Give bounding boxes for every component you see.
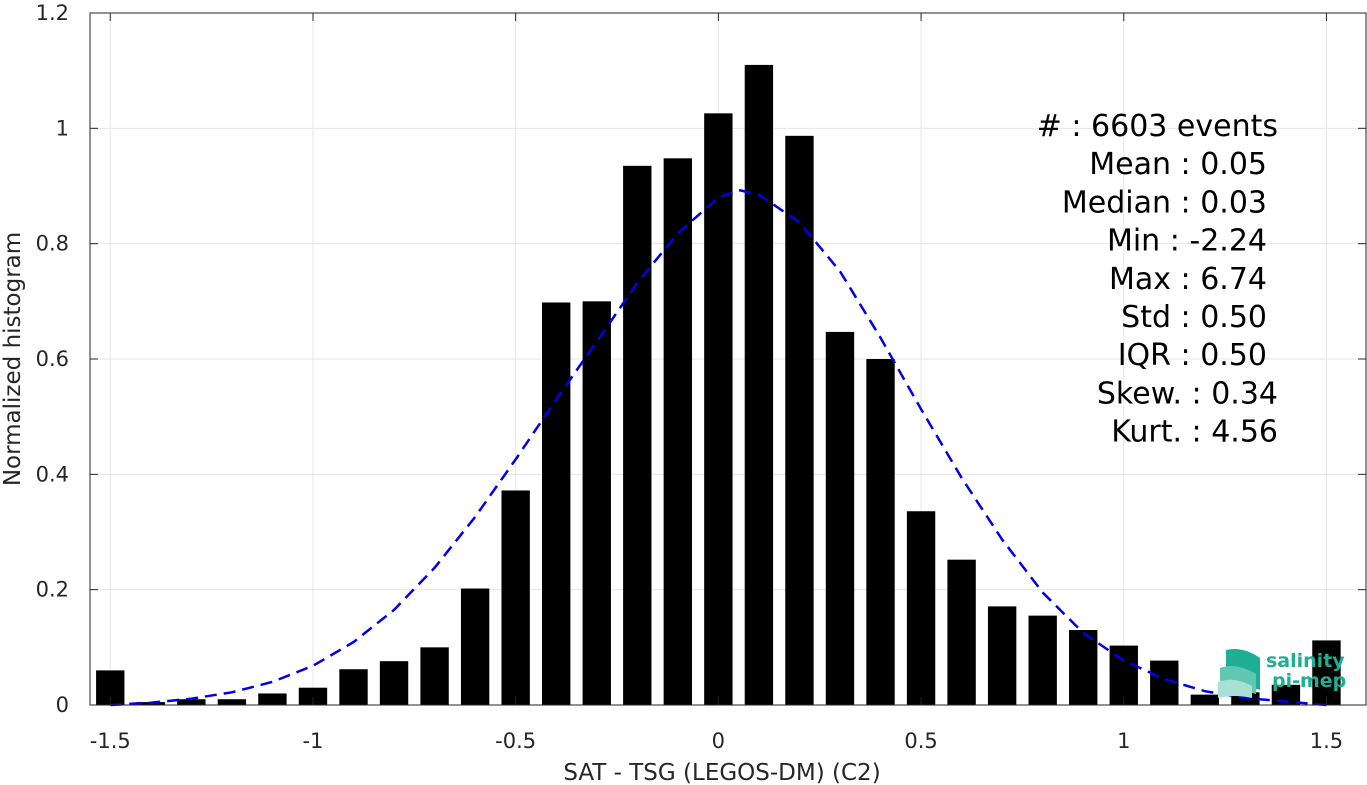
y-tick-label-1: 0.2 [36, 578, 69, 602]
bar-12 [582, 301, 611, 705]
x-tick-label-3: 0 [712, 729, 725, 753]
bar-24 [1069, 630, 1098, 705]
bar-3 [217, 699, 247, 705]
wave-logo-icon [1218, 649, 1260, 698]
bar-25 [1109, 645, 1138, 705]
stat-line-3: Min : -2.24 [1107, 224, 1267, 259]
x-tick-label-0: -1.5 [90, 729, 131, 753]
stat-line-2: Median : 0.03 [1062, 185, 1267, 220]
salinity-pi-mep-logo: salinity pi-mep [1218, 649, 1346, 698]
bar-5 [298, 687, 328, 705]
bar-30 [1312, 640, 1341, 705]
bar-4 [258, 693, 287, 705]
bar-20 [906, 511, 936, 705]
logo-text-salinity: salinity [1266, 650, 1345, 672]
x-tick-label-5: 1 [1117, 729, 1130, 753]
bar-13 [623, 165, 652, 706]
y-axis-label: Normalized histogram [0, 232, 26, 486]
bar-7 [379, 661, 409, 705]
bar-10 [501, 490, 530, 705]
y-tick-label-2: 0.4 [36, 462, 69, 486]
stat-line-1: Mean : 0.05 [1089, 147, 1267, 182]
x-tick-label-4: 0.5 [904, 729, 937, 753]
stat-line-8: Kurt. : 4.56 [1111, 415, 1278, 450]
bar-21 [947, 559, 976, 705]
y-tick-label-5: 1 [56, 116, 69, 140]
bar-17 [785, 135, 814, 705]
y-tick-label-3: 0.6 [36, 347, 69, 371]
y-tick-label-0: 0 [56, 693, 69, 717]
histogram-bars [96, 64, 1341, 706]
y-tick-label-4: 0.8 [36, 232, 69, 256]
stat-line-0: # : 6603 events [1037, 109, 1278, 144]
x-tick-label-2: -0.5 [495, 729, 536, 753]
stat-line-5: Std : 0.50 [1121, 300, 1267, 335]
logo-text-pi-mep: pi-mep [1272, 670, 1346, 692]
stat-line-7: Skew. : 0.34 [1097, 376, 1278, 411]
bar-8 [420, 647, 449, 705]
axes-frame [89, 12, 1367, 706]
x-tick-label-6: 1.5 [1310, 729, 1343, 753]
x-tick-labels: -1.5 -1 -0.5 0 0.5 1 1.5 [90, 729, 1343, 753]
bar-11 [542, 302, 571, 705]
y-tick-label-6: 1.2 [36, 1, 69, 25]
stat-line-4: Max : 6.74 [1109, 262, 1267, 297]
y-tick-labels: 0 0.2 0.4 0.6 0.8 1 1.2 [36, 1, 69, 717]
bar-18 [825, 331, 855, 705]
x-axis-label: SAT - TSG (LEGOS-DM) (C2) [563, 760, 880, 785]
bar-14 [663, 158, 693, 705]
bar-2 [177, 699, 206, 705]
bar-23 [1028, 615, 1057, 705]
bar-16 [744, 64, 774, 705]
bar-6 [339, 669, 368, 705]
stat-line-6: IQR : 0.50 [1118, 338, 1267, 373]
bar-27 [1190, 694, 1220, 705]
bar-9 [460, 588, 490, 705]
x-tick-label-1: -1 [302, 729, 323, 753]
bar-22 [987, 606, 1017, 705]
bar-19 [866, 359, 895, 705]
bar-15 [704, 113, 733, 706]
normal-fit-curve [110, 188, 1327, 707]
